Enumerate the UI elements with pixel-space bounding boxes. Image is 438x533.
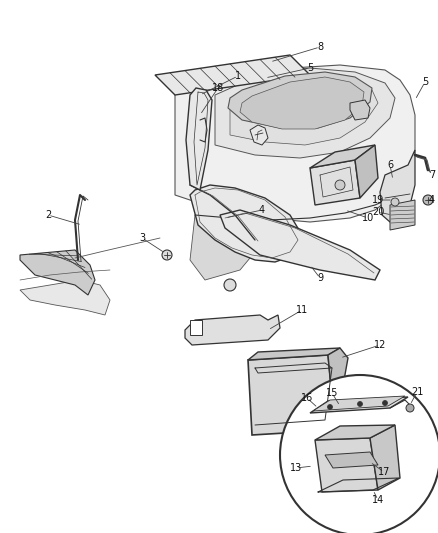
Text: 5: 5	[307, 63, 313, 73]
Polygon shape	[325, 452, 378, 468]
Polygon shape	[230, 74, 378, 145]
Text: 16: 16	[301, 393, 313, 403]
Text: 9: 9	[317, 273, 323, 283]
Text: 1: 1	[235, 71, 241, 81]
Polygon shape	[250, 125, 268, 145]
Circle shape	[328, 405, 332, 409]
Polygon shape	[313, 396, 405, 411]
Polygon shape	[190, 215, 265, 280]
Circle shape	[280, 375, 438, 533]
Polygon shape	[248, 348, 340, 360]
Polygon shape	[240, 77, 364, 129]
Text: 13: 13	[290, 463, 302, 473]
Polygon shape	[215, 68, 395, 158]
Text: 8: 8	[317, 42, 323, 52]
Text: 21: 21	[411, 387, 423, 397]
Circle shape	[406, 404, 414, 412]
Circle shape	[335, 180, 345, 190]
Text: 3: 3	[139, 233, 145, 243]
Polygon shape	[20, 280, 110, 315]
Text: 6: 6	[387, 160, 393, 170]
Text: 4: 4	[429, 195, 435, 205]
Polygon shape	[390, 200, 415, 230]
Polygon shape	[190, 320, 202, 335]
Polygon shape	[370, 425, 400, 490]
Polygon shape	[248, 355, 335, 435]
Text: 14: 14	[372, 495, 384, 505]
Circle shape	[224, 279, 236, 291]
Polygon shape	[355, 145, 378, 198]
Circle shape	[357, 401, 363, 407]
Polygon shape	[310, 397, 408, 413]
Polygon shape	[20, 250, 95, 295]
Text: 2: 2	[45, 210, 51, 220]
Circle shape	[162, 250, 172, 260]
Text: 15: 15	[326, 388, 338, 398]
Text: 4: 4	[259, 205, 265, 215]
Circle shape	[382, 400, 388, 406]
Polygon shape	[380, 150, 415, 222]
Polygon shape	[350, 100, 370, 120]
Text: 11: 11	[296, 305, 308, 315]
Polygon shape	[175, 65, 415, 222]
Text: 19: 19	[372, 195, 384, 205]
Text: 17: 17	[378, 467, 390, 477]
Text: 12: 12	[374, 340, 386, 350]
Text: 7: 7	[429, 170, 435, 180]
Text: 5: 5	[422, 77, 428, 87]
Text: 20: 20	[372, 207, 384, 217]
Circle shape	[423, 195, 433, 205]
Polygon shape	[328, 348, 348, 430]
Polygon shape	[315, 438, 378, 492]
Text: 10: 10	[362, 213, 374, 223]
Polygon shape	[155, 55, 310, 95]
Polygon shape	[228, 72, 372, 128]
Text: 18: 18	[212, 83, 224, 93]
Circle shape	[391, 198, 399, 206]
Polygon shape	[186, 88, 212, 190]
Polygon shape	[190, 185, 305, 262]
Polygon shape	[310, 145, 375, 168]
Polygon shape	[315, 425, 395, 440]
Polygon shape	[220, 210, 380, 280]
Polygon shape	[185, 315, 280, 345]
Polygon shape	[310, 160, 360, 205]
